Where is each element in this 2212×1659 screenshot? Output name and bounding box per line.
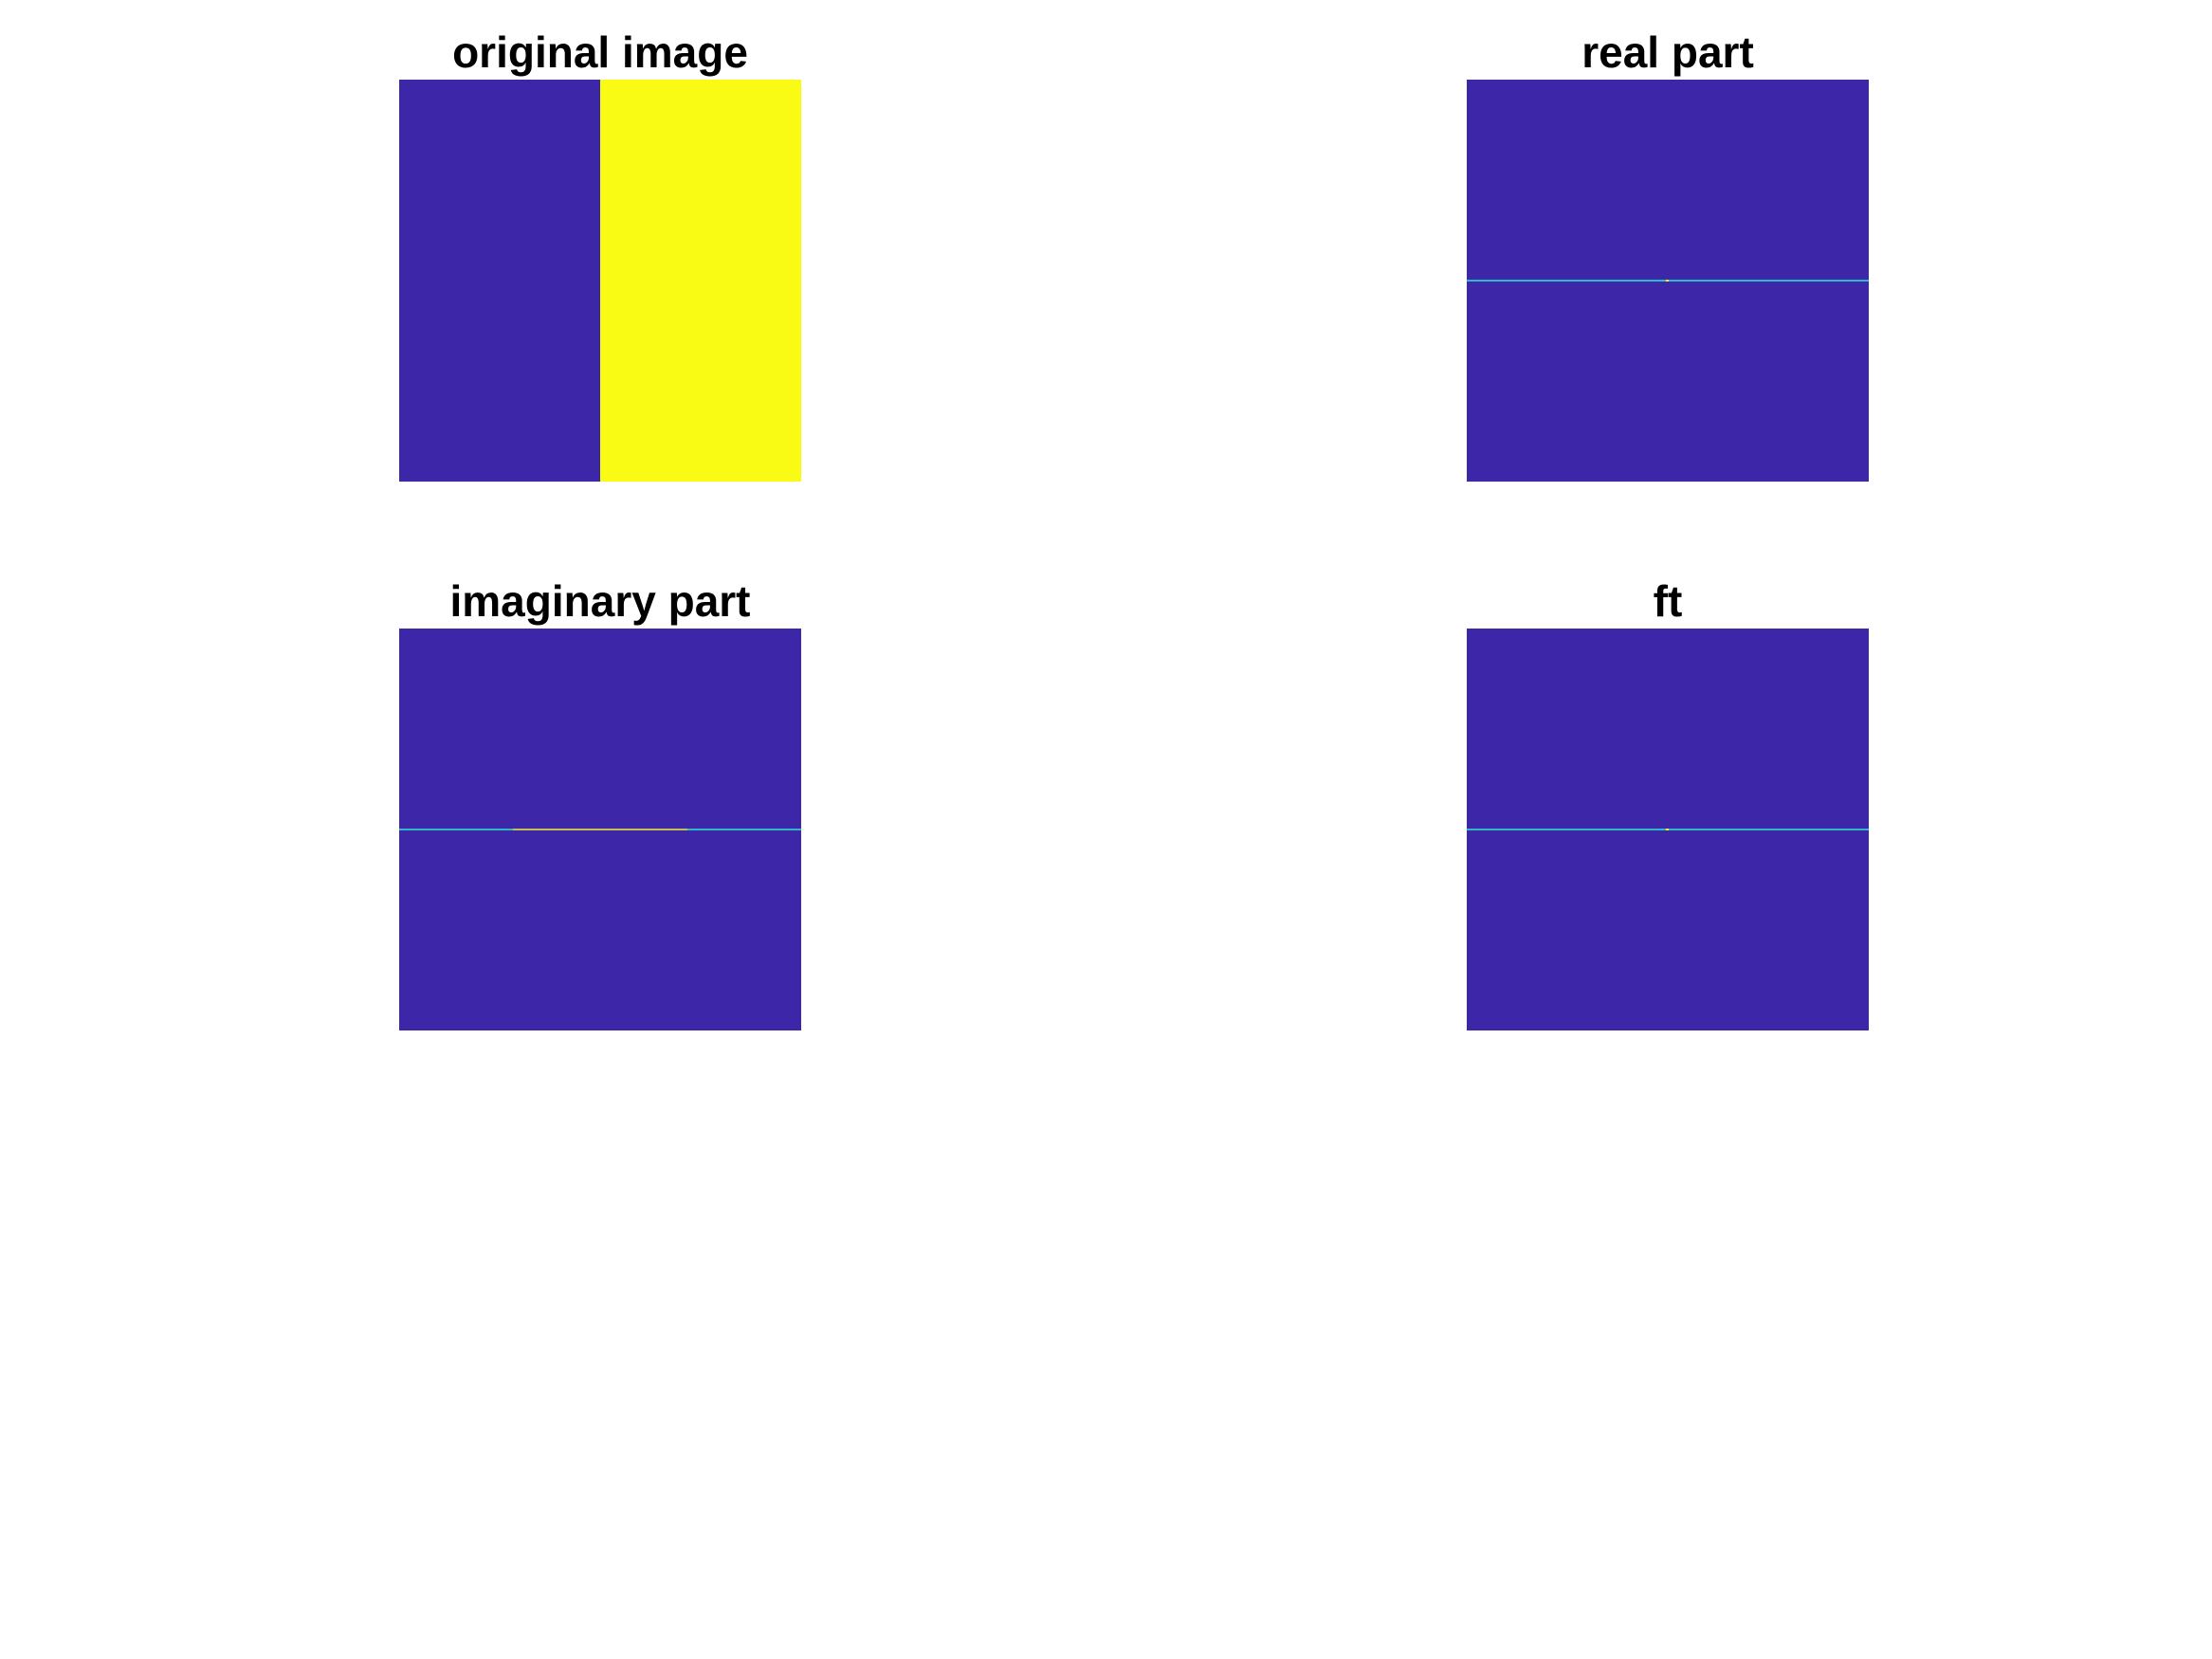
heatmap-region-right: [600, 80, 801, 482]
heatmap-imaginary-part: [399, 629, 801, 1030]
chart-title-imaginary-part: imaginary part: [449, 576, 751, 626]
heatmap-center-peak: [1666, 280, 1669, 282]
chart-title-real-part: real part: [1581, 27, 1754, 77]
heatmap-region-left: [399, 80, 600, 482]
heatmap-original-image: [399, 80, 801, 482]
chart-title-ft: ft: [1653, 576, 1683, 626]
heatmap-real-part: [1467, 80, 1869, 482]
chart-title-original-image: original image: [452, 27, 748, 77]
heatmap-ft: [1467, 629, 1869, 1030]
heatmap-center-peak: [1666, 829, 1669, 830]
heatmap-center-band: [513, 829, 687, 830]
